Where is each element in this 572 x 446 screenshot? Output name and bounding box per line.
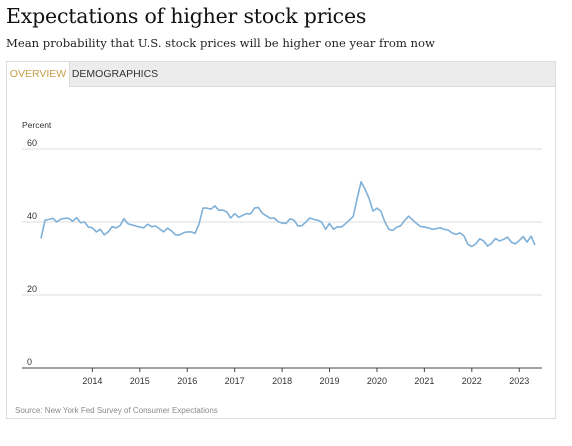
y-axis-title: Percent [22, 120, 52, 130]
x-tick-label-2019: 2019 [320, 376, 340, 386]
x-tick-label-2017: 2017 [225, 376, 245, 386]
y-tick-label-0: 0 [27, 357, 32, 367]
y-tick-label-20: 20 [27, 284, 37, 294]
x-tick-label-2020: 2020 [367, 376, 387, 386]
x-tick-label-2016: 2016 [177, 376, 197, 386]
tab-bar: OVERVIEW DEMOGRAPHICS [7, 62, 555, 87]
x-tick-label-2018: 2018 [272, 376, 292, 386]
x-tick-label-2014: 2014 [82, 376, 102, 386]
x-tick-label-2022: 2022 [462, 376, 482, 386]
tab-overview[interactable]: OVERVIEW [7, 62, 70, 87]
x-tick-label-2015: 2015 [130, 376, 150, 386]
page-subtitle: Mean probability that U.S. stock prices … [6, 36, 435, 50]
y-tick-label-60: 60 [27, 138, 37, 148]
tab-demographics[interactable]: DEMOGRAPHICS [71, 68, 159, 80]
x-tick-label-2023: 2023 [509, 376, 529, 386]
page-title: Expectations of higher stock prices [6, 4, 367, 28]
source-note: Source: New York Fed Survey of Consumer … [15, 406, 218, 415]
chart-card: OVERVIEW DEMOGRAPHICS [6, 61, 556, 419]
series-line-0 [40, 181, 536, 248]
x-tick-label-2021: 2021 [414, 376, 434, 386]
y-tick-label-40: 40 [27, 211, 37, 221]
